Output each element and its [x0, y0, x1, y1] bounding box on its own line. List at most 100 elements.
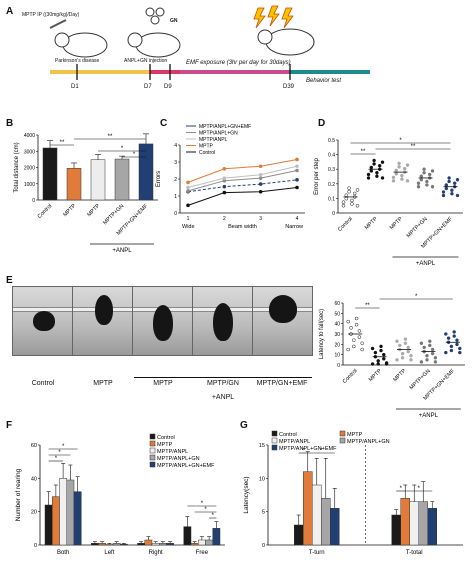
- data-point: [450, 188, 454, 192]
- significance-label: *: [418, 486, 421, 492]
- data-point: [433, 360, 438, 364]
- data-point: [452, 334, 456, 338]
- bar: [190, 543, 199, 546]
- bar: [151, 543, 160, 546]
- data-point: [405, 179, 410, 183]
- bar: [66, 168, 82, 201]
- y-tick-label: 0.2: [328, 182, 335, 188]
- bar: [418, 501, 428, 546]
- data-point: [384, 362, 389, 366]
- y-axis-label: Number of rearing: [15, 468, 22, 521]
- photo-group-label: +ANPL: [211, 394, 235, 401]
- data-point: [430, 169, 435, 173]
- data-point: [394, 168, 399, 173]
- x-tick-label: MPTP: [392, 368, 407, 383]
- bar: [90, 159, 106, 201]
- y-tick-label: 40: [31, 476, 37, 482]
- bar: [400, 498, 410, 546]
- significance-label: *: [320, 448, 323, 454]
- y-tick-label: 2: [174, 177, 177, 183]
- y-tick-label: 50: [334, 311, 340, 317]
- data-point: [428, 343, 432, 348]
- data-point: [447, 179, 451, 184]
- photo-label: MPTP: [153, 380, 173, 387]
- data-point: [455, 338, 459, 342]
- y-tick-label: 0: [332, 211, 335, 217]
- data-point: [352, 338, 356, 342]
- x-tick-label: Control: [37, 203, 54, 220]
- data-point: [369, 169, 374, 173]
- photo-label: MPTP/GN: [207, 380, 239, 387]
- data-point: [397, 161, 401, 166]
- y-tick-label: 3000: [24, 149, 35, 155]
- rotarod-photo: [192, 286, 253, 356]
- data-point: [346, 319, 350, 324]
- legend-label: MPTP: [347, 432, 363, 438]
- data-point: [382, 357, 386, 361]
- significance-label: **: [361, 149, 366, 155]
- day-label: D1: [71, 84, 79, 90]
- y-tick-label: 4: [174, 143, 177, 149]
- photo-label: MPTP/GN+EMF: [256, 380, 308, 387]
- data-point: [441, 190, 446, 194]
- x-tick-label: MPTP: [62, 203, 77, 218]
- photo-label: Control: [31, 380, 55, 387]
- y-tick-label: 0: [34, 543, 37, 549]
- series-line: [187, 158, 298, 183]
- data-point: [406, 345, 410, 350]
- panel-label-g: G: [240, 420, 248, 431]
- data-point: [441, 193, 446, 198]
- legend-label: MPTP/ANPL+GN: [199, 131, 238, 137]
- data-point: [355, 188, 360, 192]
- bar: [44, 504, 53, 546]
- data-point: [366, 176, 371, 180]
- data-point: [372, 162, 376, 166]
- bar: [52, 496, 60, 546]
- lightning-icon: [253, 5, 294, 29]
- data-point: [258, 176, 263, 180]
- legend-label: MPTP/ANPL+GN+EMF: [157, 463, 215, 469]
- bar: [183, 526, 192, 546]
- parkinson-label: Parkinson's disease: [55, 58, 100, 64]
- bar: [105, 543, 114, 546]
- data-point: [360, 341, 364, 346]
- significance-label: **: [365, 303, 370, 309]
- legend-label: Control: [279, 432, 297, 438]
- y-axis-label: Errors: [156, 171, 162, 187]
- data-point: [186, 180, 190, 185]
- data-point: [403, 341, 408, 346]
- legend-swatch: [149, 461, 156, 468]
- panel-label-f: F: [6, 420, 13, 431]
- x-tick-label: Control: [337, 216, 354, 233]
- x-tick-label: Free: [196, 550, 209, 556]
- legend-swatch: [271, 444, 278, 451]
- data-point: [409, 358, 413, 362]
- data-point: [400, 356, 405, 360]
- data-point: [430, 351, 435, 356]
- bar: [409, 501, 419, 546]
- legend-label: MPTP/ANPL+GN+EMF: [279, 446, 337, 452]
- y-tick-label: 1: [174, 194, 177, 200]
- data-point: [370, 362, 375, 366]
- legend-label: MPTP: [157, 442, 173, 448]
- legend-label: MPTP: [199, 144, 214, 150]
- emf-label: EMF exposure (3hr per day for 30days): [186, 60, 291, 66]
- bar: [212, 528, 221, 546]
- data-point: [346, 347, 350, 352]
- data-point: [444, 350, 448, 355]
- significance-label: *: [133, 152, 136, 158]
- data-point: [446, 336, 451, 340]
- y-tick-label: 60: [31, 443, 37, 449]
- y-tick-label: 5: [262, 510, 265, 516]
- data-point: [452, 330, 456, 334]
- data-point: [258, 189, 263, 194]
- significance-label: *: [201, 501, 204, 507]
- data-point: [455, 193, 460, 198]
- significance-label: *: [399, 138, 402, 144]
- x-tick-label: Both: [57, 550, 69, 556]
- y-tick-label: 3: [174, 160, 177, 166]
- data-point: [222, 184, 227, 189]
- data-point: [409, 353, 413, 358]
- data-point: [452, 181, 457, 185]
- data-point: [352, 344, 356, 349]
